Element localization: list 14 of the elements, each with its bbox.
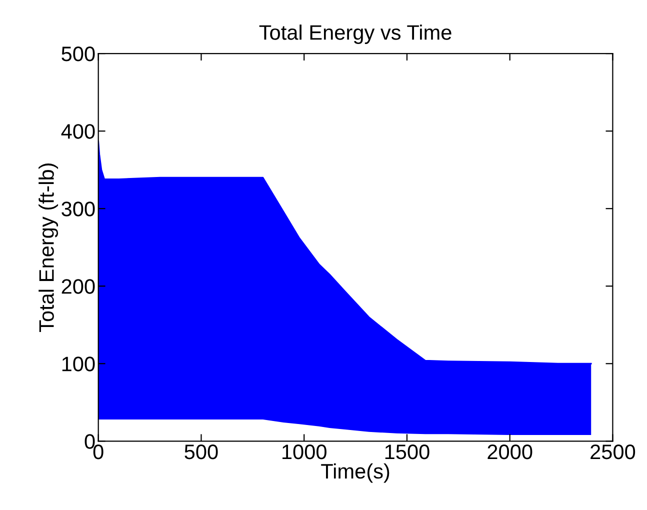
y-tick-label: 300 xyxy=(62,202,95,216)
y-tick-label: 400 xyxy=(61,124,95,139)
x-axis-title: Time(s) xyxy=(321,463,390,483)
x-tick-label: 2500 xyxy=(590,444,636,460)
y-tick-label: 100 xyxy=(62,356,95,372)
x-tick-label: 1000 xyxy=(282,444,326,460)
x-tick-label: 500 xyxy=(184,444,218,460)
y-axis-title: Total Energy (ft-lb) xyxy=(38,164,58,332)
chart-title: Total Energy vs Time xyxy=(259,24,452,44)
y-tick-label: 0 xyxy=(84,434,95,449)
x-tick-label: 1500 xyxy=(385,444,430,460)
y-tick-label: 200 xyxy=(62,279,95,294)
y-tick-label: 500 xyxy=(62,46,95,62)
x-tick-label: 2000 xyxy=(488,444,532,460)
